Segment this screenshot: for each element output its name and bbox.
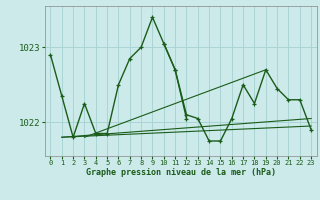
X-axis label: Graphe pression niveau de la mer (hPa): Graphe pression niveau de la mer (hPa) [86,168,276,177]
